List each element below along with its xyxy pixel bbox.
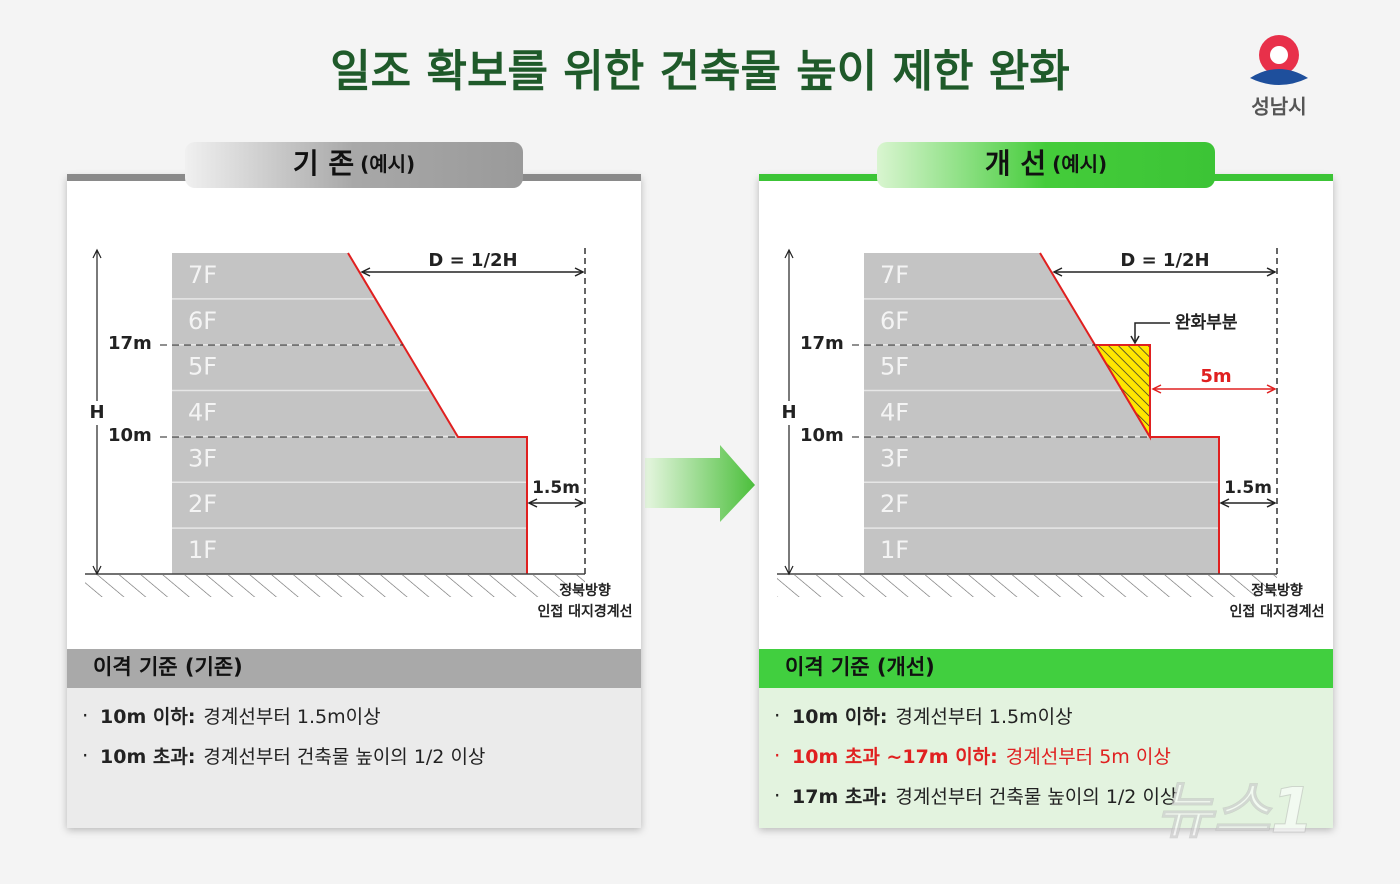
criteria-header: [759, 649, 1333, 688]
h-label: H: [89, 402, 104, 423]
criteria-item: 10m 초과: 경계선부터 건축물 높이의 1/2 이상: [100, 746, 485, 768]
floor-label: 4F: [880, 398, 909, 426]
bullet: ·: [774, 704, 780, 728]
criteria-term: 10m 이하:: [100, 706, 195, 728]
tab-note: (예시): [1052, 152, 1107, 176]
criteria-title: 이격 기준 (개선): [785, 655, 935, 679]
tab: [877, 142, 1215, 188]
relaxed-arrow-head: [1151, 384, 1277, 394]
criteria-desc: 경계선부터 건축물 높이의 1/2 이상: [895, 786, 1177, 808]
level-label: 10m: [108, 425, 152, 446]
criteria-term: 10m 초과 ~17m 이하:: [792, 746, 998, 768]
boundary-label: 인접 대지경계선: [537, 603, 632, 620]
criteria-item: 10m 이하: 경계선부터 1.5m이상: [100, 706, 381, 728]
floor-label: 2F: [188, 490, 217, 518]
tab-title: 기 존: [293, 147, 354, 180]
criteria-item: 10m 이하: 경계선부터 1.5m이상: [792, 706, 1073, 728]
ground-hatch: [777, 575, 1277, 597]
level-label: 17m: [108, 333, 152, 354]
floor-label: 4F: [188, 398, 217, 426]
relaxed-pointer: [1130, 322, 1170, 345]
floor-label: 6F: [188, 307, 217, 335]
d-label: D = 1/2H: [428, 250, 517, 271]
floor-label: 5F: [880, 353, 909, 381]
bullet: ·: [82, 704, 88, 728]
h-label: H: [781, 402, 796, 423]
setback-label: 1.5m: [532, 478, 580, 498]
floor-label: 3F: [188, 444, 217, 472]
h-head: [92, 248, 102, 576]
criteria-body: [759, 688, 1333, 828]
setback-arrow-head: [527, 498, 585, 508]
transition-arrow: [645, 445, 755, 522]
tab-title: 개 선: [985, 147, 1046, 180]
d-label: D = 1/2H: [1120, 250, 1209, 271]
building: [864, 253, 1219, 574]
h-bg: [86, 401, 108, 425]
bullet: ·: [82, 744, 88, 768]
criteria-desc: 경계선부터 5m 이상: [1006, 746, 1171, 768]
floor-label: 2F: [880, 490, 909, 518]
floor-label: 7F: [188, 261, 217, 289]
relaxed-setback-label: 5m: [1200, 366, 1231, 387]
title: 일조 확보를 위한 건축물 높이 제한 완화: [330, 46, 1070, 97]
criteria-desc: 경계선부터 1.5m이상: [203, 706, 380, 728]
setback-arrow-head: [1219, 498, 1277, 508]
boundary-label: 정북방향: [1251, 582, 1303, 599]
level-label: 10m: [800, 425, 844, 446]
relaxed-area: [1093, 344, 1151, 441]
criteria-item: 17m 초과: 경계선부터 건축물 높이의 1/2 이상: [792, 786, 1177, 808]
criteria-desc: 경계선부터 1.5m이상: [895, 706, 1072, 728]
criteria-desc: 경계선부터 건축물 높이의 1/2 이상: [203, 746, 485, 768]
setback-label: 1.5m: [1224, 478, 1272, 498]
criteria-body: [67, 688, 641, 828]
watermark: 뉴스1: [1156, 774, 1313, 847]
h-bg: [778, 401, 800, 425]
relaxed-area-label: 완화부분: [1175, 313, 1238, 333]
h-head: [784, 248, 794, 576]
floor-label: 1F: [880, 536, 909, 564]
d-arrow-head: [360, 267, 585, 277]
tab-note: (예시): [360, 152, 415, 176]
bullet: ·: [774, 784, 780, 808]
ground-hatch: [85, 575, 585, 597]
floor-label: 3F: [880, 444, 909, 472]
boundary-label: 인접 대지경계선: [1229, 603, 1324, 620]
criteria-header: [67, 649, 641, 688]
criteria-term: 10m 이하:: [792, 706, 887, 728]
criteria-title: 이격 기준 (기존): [93, 655, 243, 679]
criteria-term: 10m 초과:: [100, 746, 195, 768]
logo: 성남시: [1250, 35, 1308, 119]
criteria-item: 10m 초과 ~17m 이하: 경계선부터 5m 이상: [792, 746, 1171, 768]
d-arrow-head: [1052, 267, 1277, 277]
logo-text: 성남시: [1251, 95, 1306, 119]
boundary-label: 정북방향: [559, 582, 611, 599]
floor-label: 6F: [880, 307, 909, 335]
floor-label: 5F: [188, 353, 217, 381]
floor-label: 1F: [188, 536, 217, 564]
level-label: 17m: [800, 333, 844, 354]
tab-label: 기 존 (예시): [293, 147, 415, 180]
building: [172, 253, 527, 574]
tab-label: 개 선 (예시): [985, 147, 1107, 180]
criteria-term: 17m 초과:: [792, 786, 887, 808]
floor-label: 7F: [880, 261, 909, 289]
tab: [185, 142, 523, 188]
bullet: ·: [774, 744, 780, 768]
